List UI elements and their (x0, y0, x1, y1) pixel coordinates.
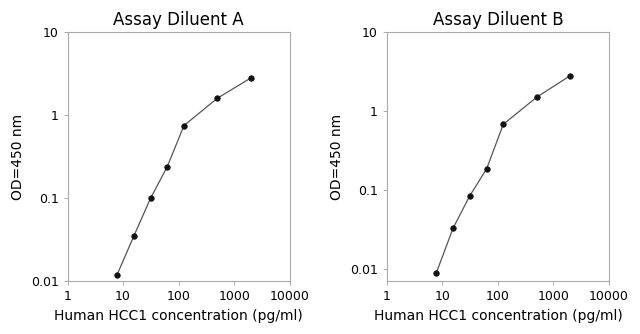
Y-axis label: OD=450 nm: OD=450 nm (11, 114, 25, 200)
X-axis label: Human HCC1 concentration (pg/ml): Human HCC1 concentration (pg/ml) (374, 309, 622, 323)
X-axis label: Human HCC1 concentration (pg/ml): Human HCC1 concentration (pg/ml) (54, 309, 303, 323)
Title: Assay Diluent A: Assay Diluent A (113, 11, 244, 29)
Y-axis label: OD=450 nm: OD=450 nm (330, 114, 344, 200)
Title: Assay Diluent B: Assay Diluent B (433, 11, 563, 29)
